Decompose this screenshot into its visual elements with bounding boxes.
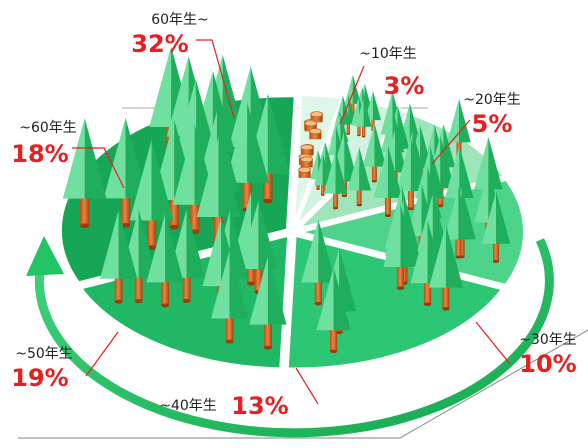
age-class-label: ~50年生 [15, 346, 73, 362]
tree-icon [100, 210, 138, 304]
age-class-label: ~60年生 [19, 120, 77, 136]
tree-icon [301, 219, 336, 306]
growth-arrow-head-icon [26, 236, 64, 276]
percent-label: 10% [519, 350, 576, 378]
percent-label: 18% [11, 140, 68, 168]
leader-line [339, 65, 365, 125]
tree-icon [314, 155, 331, 196]
stump-icon [310, 111, 324, 123]
leader-line [475, 321, 511, 365]
percent-label: 19% [11, 364, 68, 392]
leader-line [72, 147, 125, 189]
leader-line [431, 119, 471, 165]
growth-arrow-ring [34, 238, 554, 438]
tree-icon [347, 147, 371, 207]
tree-icon [323, 150, 348, 210]
age-class-label: 60年生~ [151, 12, 209, 28]
tree-icon [428, 224, 464, 311]
stump-icon [304, 120, 318, 132]
tree-icon [62, 118, 107, 229]
tree-icon [481, 191, 511, 263]
age-class-label: ~30年生 [519, 332, 577, 348]
percent-label: 32% [131, 30, 188, 58]
leader-line [196, 39, 235, 119]
percent-label: 5% [472, 110, 513, 138]
tree-icon [129, 140, 174, 250]
tree-icon [355, 97, 372, 138]
leader-line [295, 367, 319, 405]
tree-icon [410, 220, 445, 307]
tree-icon [383, 204, 418, 290]
tree-icon [103, 117, 148, 228]
percent-label: 13% [231, 392, 288, 420]
tree-icon [249, 255, 287, 350]
age-class-label: ~10年生 [359, 46, 417, 62]
background-frame-line [18, 329, 588, 439]
stump-icon [308, 128, 322, 140]
tree-icon [146, 213, 184, 308]
stump-icon [300, 156, 314, 168]
age-class-label: ~20年生 [463, 92, 521, 108]
leader-line [85, 331, 119, 377]
stump-icon [298, 166, 312, 178]
tree-icon [316, 267, 351, 354]
percent-label: 3% [384, 72, 425, 100]
stump-icon [300, 144, 314, 156]
tree-icon [246, 93, 290, 204]
tree-icon [210, 249, 249, 344]
tree-icon [444, 186, 473, 259]
tree-icon [362, 123, 387, 183]
tree-icon [373, 145, 403, 218]
age-class-label: ~40年生 [159, 398, 217, 414]
